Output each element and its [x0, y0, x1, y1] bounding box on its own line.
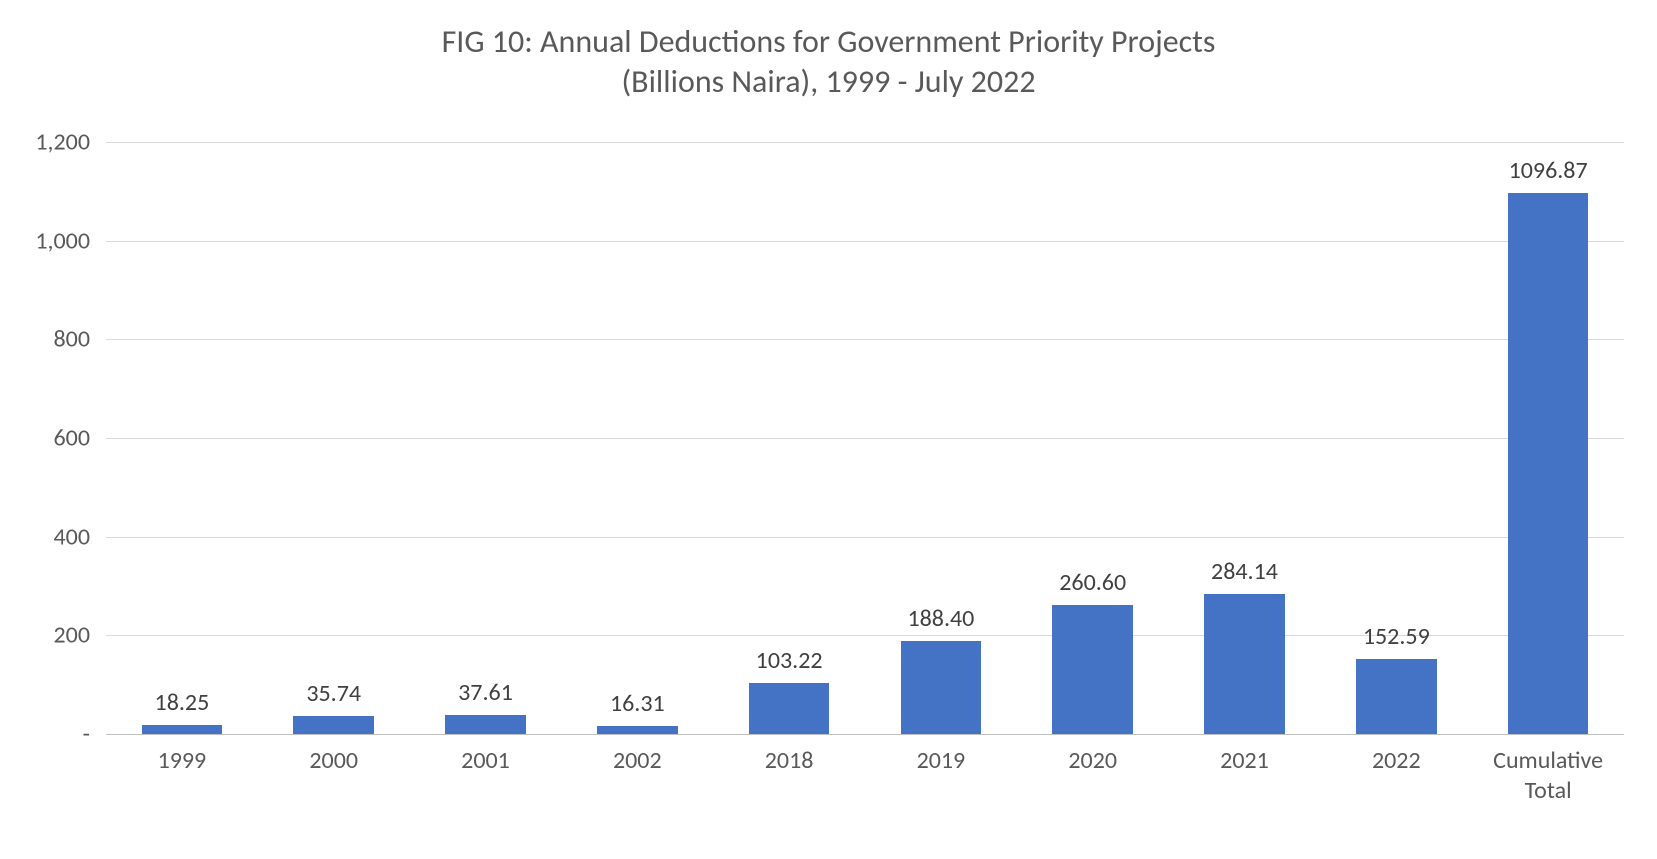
x-tick-label: 2021 — [1220, 746, 1269, 776]
data-label: 1096.87 — [1509, 156, 1588, 185]
data-label: 35.74 — [306, 679, 361, 708]
x-tick-label: 2020 — [1068, 746, 1117, 776]
chart-title: FIG 10: Annual Deductions for Government… — [0, 22, 1657, 102]
data-label: 37.61 — [458, 678, 513, 707]
bar — [1508, 193, 1588, 734]
plot-area: -2004006008001,0001,20018.25199935.74200… — [106, 142, 1624, 734]
gridline — [106, 438, 1624, 439]
gridline — [106, 339, 1624, 340]
x-axis-line — [106, 734, 1624, 735]
data-label: 18.25 — [155, 688, 210, 717]
bar — [445, 715, 525, 734]
x-tick-label: 2019 — [917, 746, 966, 776]
data-label: 103.22 — [756, 646, 823, 675]
y-tick-label: - — [0, 720, 90, 749]
data-label: 16.31 — [610, 689, 665, 718]
gridline — [106, 241, 1624, 242]
bar — [1356, 659, 1436, 734]
bar — [749, 683, 829, 734]
y-tick-label: 1,200 — [0, 128, 90, 157]
data-label: 152.59 — [1363, 622, 1430, 651]
y-tick-label: 200 — [0, 621, 90, 650]
data-label: 188.40 — [907, 604, 974, 633]
y-tick-label: 400 — [0, 522, 90, 551]
x-tick-label: 2000 — [309, 746, 358, 776]
x-tick-label: 2002 — [613, 746, 662, 776]
x-tick-label: 2022 — [1372, 746, 1421, 776]
chart-container: FIG 10: Annual Deductions for Government… — [0, 0, 1657, 859]
x-tick-label: Cumulative Total — [1493, 746, 1603, 806]
chart-title-line1: FIG 10: Annual Deductions for Government… — [0, 22, 1657, 62]
bar — [1204, 594, 1284, 734]
x-tick-label: 2018 — [765, 746, 814, 776]
gridline — [106, 142, 1624, 143]
y-tick-label: 1,000 — [0, 226, 90, 255]
bar — [142, 725, 222, 734]
gridline — [106, 537, 1624, 538]
x-tick-label: 1999 — [158, 746, 207, 776]
data-label: 284.14 — [1211, 557, 1278, 586]
bar — [293, 716, 373, 734]
bar — [597, 726, 677, 734]
data-label: 260.60 — [1059, 568, 1126, 597]
chart-title-line2: (Billions Naira), 1999 - July 2022 — [0, 62, 1657, 102]
bar — [1052, 605, 1132, 734]
bar — [901, 641, 981, 734]
y-tick-label: 800 — [0, 325, 90, 354]
y-tick-label: 600 — [0, 424, 90, 453]
x-tick-label: 2001 — [461, 746, 510, 776]
